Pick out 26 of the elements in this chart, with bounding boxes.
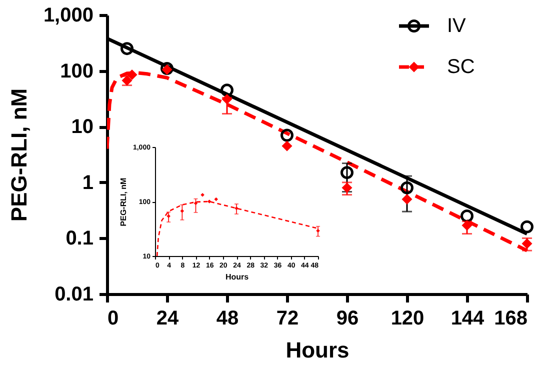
y-tick-label: 0.1	[66, 228, 94, 250]
x-tick-label: 144	[450, 308, 486, 330]
x-tick-label: 168	[494, 308, 528, 330]
y-tick-label: 10	[71, 116, 94, 138]
legend-label: SC	[447, 56, 475, 78]
point	[214, 197, 218, 202]
x-tick-label: 96	[336, 308, 359, 330]
point	[234, 206, 238, 210]
x-tick-label: 120	[390, 308, 424, 330]
y-axis-title: PEG-RLI, nM	[6, 88, 32, 222]
x-tick-label: 72	[276, 308, 299, 330]
point	[316, 228, 320, 233]
y-tick-label: 1,000	[43, 4, 94, 26]
x-tick-label: 24	[156, 308, 180, 330]
x-tick-label: 48	[216, 308, 239, 330]
y-tick-label: 0.01	[54, 284, 94, 306]
point	[180, 209, 184, 213]
x-tick-label: 0	[108, 308, 119, 330]
x-axis-title: Hours	[286, 338, 350, 362]
point	[207, 200, 212, 204]
y-tick-label: 100	[60, 60, 94, 82]
y-axis-title: PEG-RLI, nM	[118, 177, 128, 226]
legend-label: IV	[447, 15, 467, 37]
x-axis-title: Hours	[225, 272, 250, 282]
y-tick-label: 1	[82, 172, 94, 194]
point	[166, 214, 170, 218]
